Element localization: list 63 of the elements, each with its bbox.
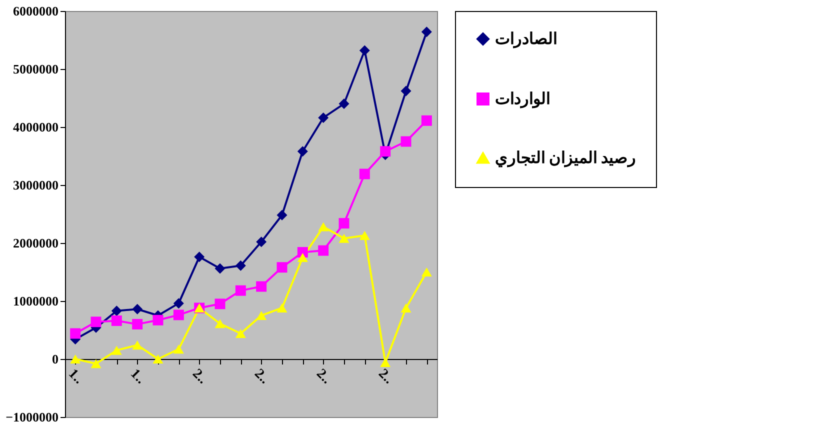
legend-label: الواردات	[495, 91, 550, 109]
y-tick-label: 0	[52, 352, 58, 366]
point	[421, 26, 432, 38]
point	[318, 245, 329, 256]
point	[111, 315, 122, 326]
point	[297, 252, 308, 262]
point	[111, 306, 122, 316]
legend-label: الصادرات	[495, 31, 557, 49]
point	[235, 260, 246, 271]
point	[90, 316, 102, 328]
point	[214, 298, 226, 310]
point	[256, 310, 267, 320]
point	[297, 146, 308, 157]
y-tick-label: 6000000	[13, 4, 58, 18]
point	[276, 210, 288, 220]
point	[70, 328, 81, 339]
point	[235, 328, 246, 338]
point	[338, 218, 350, 229]
y-tick-label: −1000000	[6, 410, 58, 424]
x-tick-label: 1..	[127, 366, 148, 388]
point	[400, 303, 412, 312]
y-tick-label: 1000000	[13, 294, 58, 308]
point	[152, 354, 164, 364]
point	[214, 263, 226, 274]
point	[359, 230, 370, 240]
x-tick-label: 2..	[189, 366, 210, 388]
x-tick-label: 2..	[375, 366, 396, 388]
point	[256, 236, 267, 248]
x-tick-label: 2..	[251, 366, 272, 388]
y-tick-label: 5000000	[13, 62, 58, 76]
y-tick-label: 2000000	[13, 236, 58, 250]
point	[338, 234, 350, 243]
y-tick-label: 4000000	[13, 120, 58, 134]
y-tick-label: 3000000	[13, 178, 58, 192]
point	[359, 45, 370, 56]
point	[400, 86, 412, 96]
point	[318, 222, 329, 232]
point	[235, 285, 246, 296]
point	[173, 298, 184, 309]
point	[132, 304, 143, 314]
point	[380, 146, 391, 157]
x-tick-label: 2..	[313, 366, 334, 388]
point	[421, 115, 432, 126]
point	[132, 318, 143, 330]
point	[90, 359, 102, 368]
point	[400, 136, 412, 147]
point	[194, 252, 205, 262]
point	[276, 262, 288, 273]
point	[70, 354, 81, 364]
point	[111, 346, 122, 355]
point	[276, 303, 288, 312]
point	[421, 267, 432, 277]
point	[132, 340, 143, 350]
x-tick-label: 1..	[65, 366, 86, 388]
point	[173, 344, 184, 354]
point	[214, 319, 226, 328]
point	[173, 310, 184, 320]
point	[318, 112, 329, 123]
point	[256, 281, 267, 292]
legend-label: رصيد الميزان التجاري	[495, 150, 636, 168]
point	[359, 168, 370, 180]
point	[152, 314, 164, 326]
point	[338, 98, 350, 110]
